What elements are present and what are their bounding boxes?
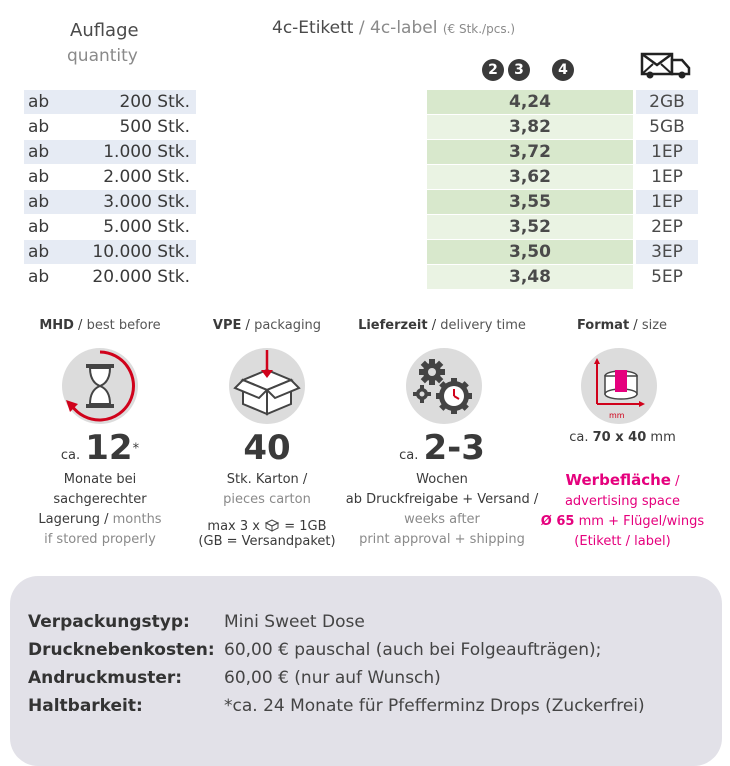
price-header-de: 4c-Etikett [272, 18, 354, 38]
quantity-row: ab 2.000 Stk. [24, 165, 196, 189]
shipping-unit: 5GB [636, 115, 698, 139]
price-unit: (€ Stk./pcs.) [442, 22, 516, 36]
from-label: ab [28, 192, 50, 212]
price-value: 3,52 [427, 215, 633, 239]
quantity-value: 500 Stk. [119, 117, 190, 137]
quantity-value: 200 Stk. [119, 92, 190, 112]
price-value: 3,48 [427, 265, 633, 289]
vpe-header: VPE / packaging [212, 318, 322, 333]
from-label: ab [28, 92, 50, 112]
print-colors-4-icon: 4 [552, 59, 574, 81]
quantity-value: 3.000 Stk. [103, 192, 190, 212]
price-value: 3,72 [427, 140, 633, 164]
mhd-value: ca. 12* [60, 428, 140, 468]
shipping-unit: 1EP [636, 165, 698, 189]
print-colors-2-icon: 2 [482, 59, 504, 81]
delivery-text: Wochen ab Druckfreigabe + Versand / week… [345, 472, 539, 547]
from-label: ab [28, 267, 50, 287]
print-colors-3-icon: 3 [508, 59, 530, 81]
price-value: 3,50 [427, 240, 633, 264]
price-header-en: 4c-label [370, 18, 438, 38]
mhd-header: MHD / best before [39, 318, 161, 333]
shipping-unit: 1EP [636, 140, 698, 164]
quantity-value: 10.000 Stk. [92, 242, 190, 262]
delivery-header: Lieferzeit / delivery time [358, 318, 526, 333]
quantity-header-de: Auflage [70, 20, 139, 41]
mini-box-icon [265, 519, 280, 532]
format-ad-space: Werbefläche / advertising space Ø 65 mm … [540, 471, 705, 549]
shipping-unit: 5EP [636, 265, 698, 289]
price-header: 4c-Etikett / 4c-label (€ Stk./pcs.) [272, 18, 516, 38]
price-value: 3,62 [427, 165, 633, 189]
from-label: ab [28, 167, 50, 187]
from-label: ab [28, 242, 50, 262]
detail-value: 60,00 € (nur auf Wunsch) [224, 668, 441, 688]
shipping-unit: 2EP [636, 215, 698, 239]
shipping-unit: 1EP [636, 190, 698, 214]
vpe-value: 40 [243, 428, 291, 468]
shipping-unit: 3EP [636, 240, 698, 264]
vpe-text: Stk. Karton / pieces carton max 3 x = 1G… [198, 472, 336, 549]
quantity-header-en: quantity [67, 46, 138, 66]
detail-value: *ca. 24 Monate für Pfefferminz Drops (Zu… [224, 696, 645, 716]
quantity-row: ab 1.000 Stk. [24, 140, 196, 164]
price-value: 4,24 [427, 90, 633, 114]
quantity-value: 2.000 Stk. [103, 167, 190, 187]
mhd-text: Monate bei sachgerechter Lagerung / mont… [38, 472, 162, 547]
open-box-icon [229, 348, 305, 424]
from-label: ab [28, 217, 50, 237]
quantity-row: ab 3.000 Stk. [24, 190, 196, 214]
detail-label: Drucknebenkosten: [28, 640, 215, 660]
detail-label: Verpackungstyp: [28, 612, 190, 632]
price-value: 3,82 [427, 115, 633, 139]
shipping-truck-icon [640, 52, 691, 79]
quantity-value: 20.000 Stk. [92, 267, 190, 287]
quantity-row: ab 20.000 Stk. [24, 265, 196, 289]
label-size-icon [581, 348, 657, 424]
detail-label: Andruckmuster: [28, 668, 183, 688]
gears-clock-icon [406, 348, 482, 424]
quantity-value: 1.000 Stk. [103, 142, 190, 162]
shipping-unit: 2GB [636, 90, 698, 114]
quantity-row: ab 5.000 Stk. [24, 215, 196, 239]
detail-value: 60,00 € pauschal (auch bei Folgeaufträge… [224, 640, 602, 660]
details-panel [10, 576, 722, 766]
from-label: ab [28, 142, 50, 162]
format-size: ca. 70 x 40 mm [569, 430, 676, 445]
detail-label: Haltbarkeit: [28, 696, 143, 716]
mm-axis-label: mm [609, 411, 625, 420]
quantity-row: ab 200 Stk. [24, 90, 196, 114]
delivery-value: ca. 2-3 [399, 428, 485, 468]
price-value: 3,55 [427, 190, 633, 214]
hourglass-icon [62, 348, 138, 424]
format-header: Format / size [576, 318, 668, 333]
from-label: ab [28, 117, 50, 137]
quantity-row: ab 500 Stk. [24, 115, 196, 139]
quantity-row: ab 10.000 Stk. [24, 240, 196, 264]
detail-value: Mini Sweet Dose [224, 612, 365, 632]
quantity-value: 5.000 Stk. [103, 217, 190, 237]
